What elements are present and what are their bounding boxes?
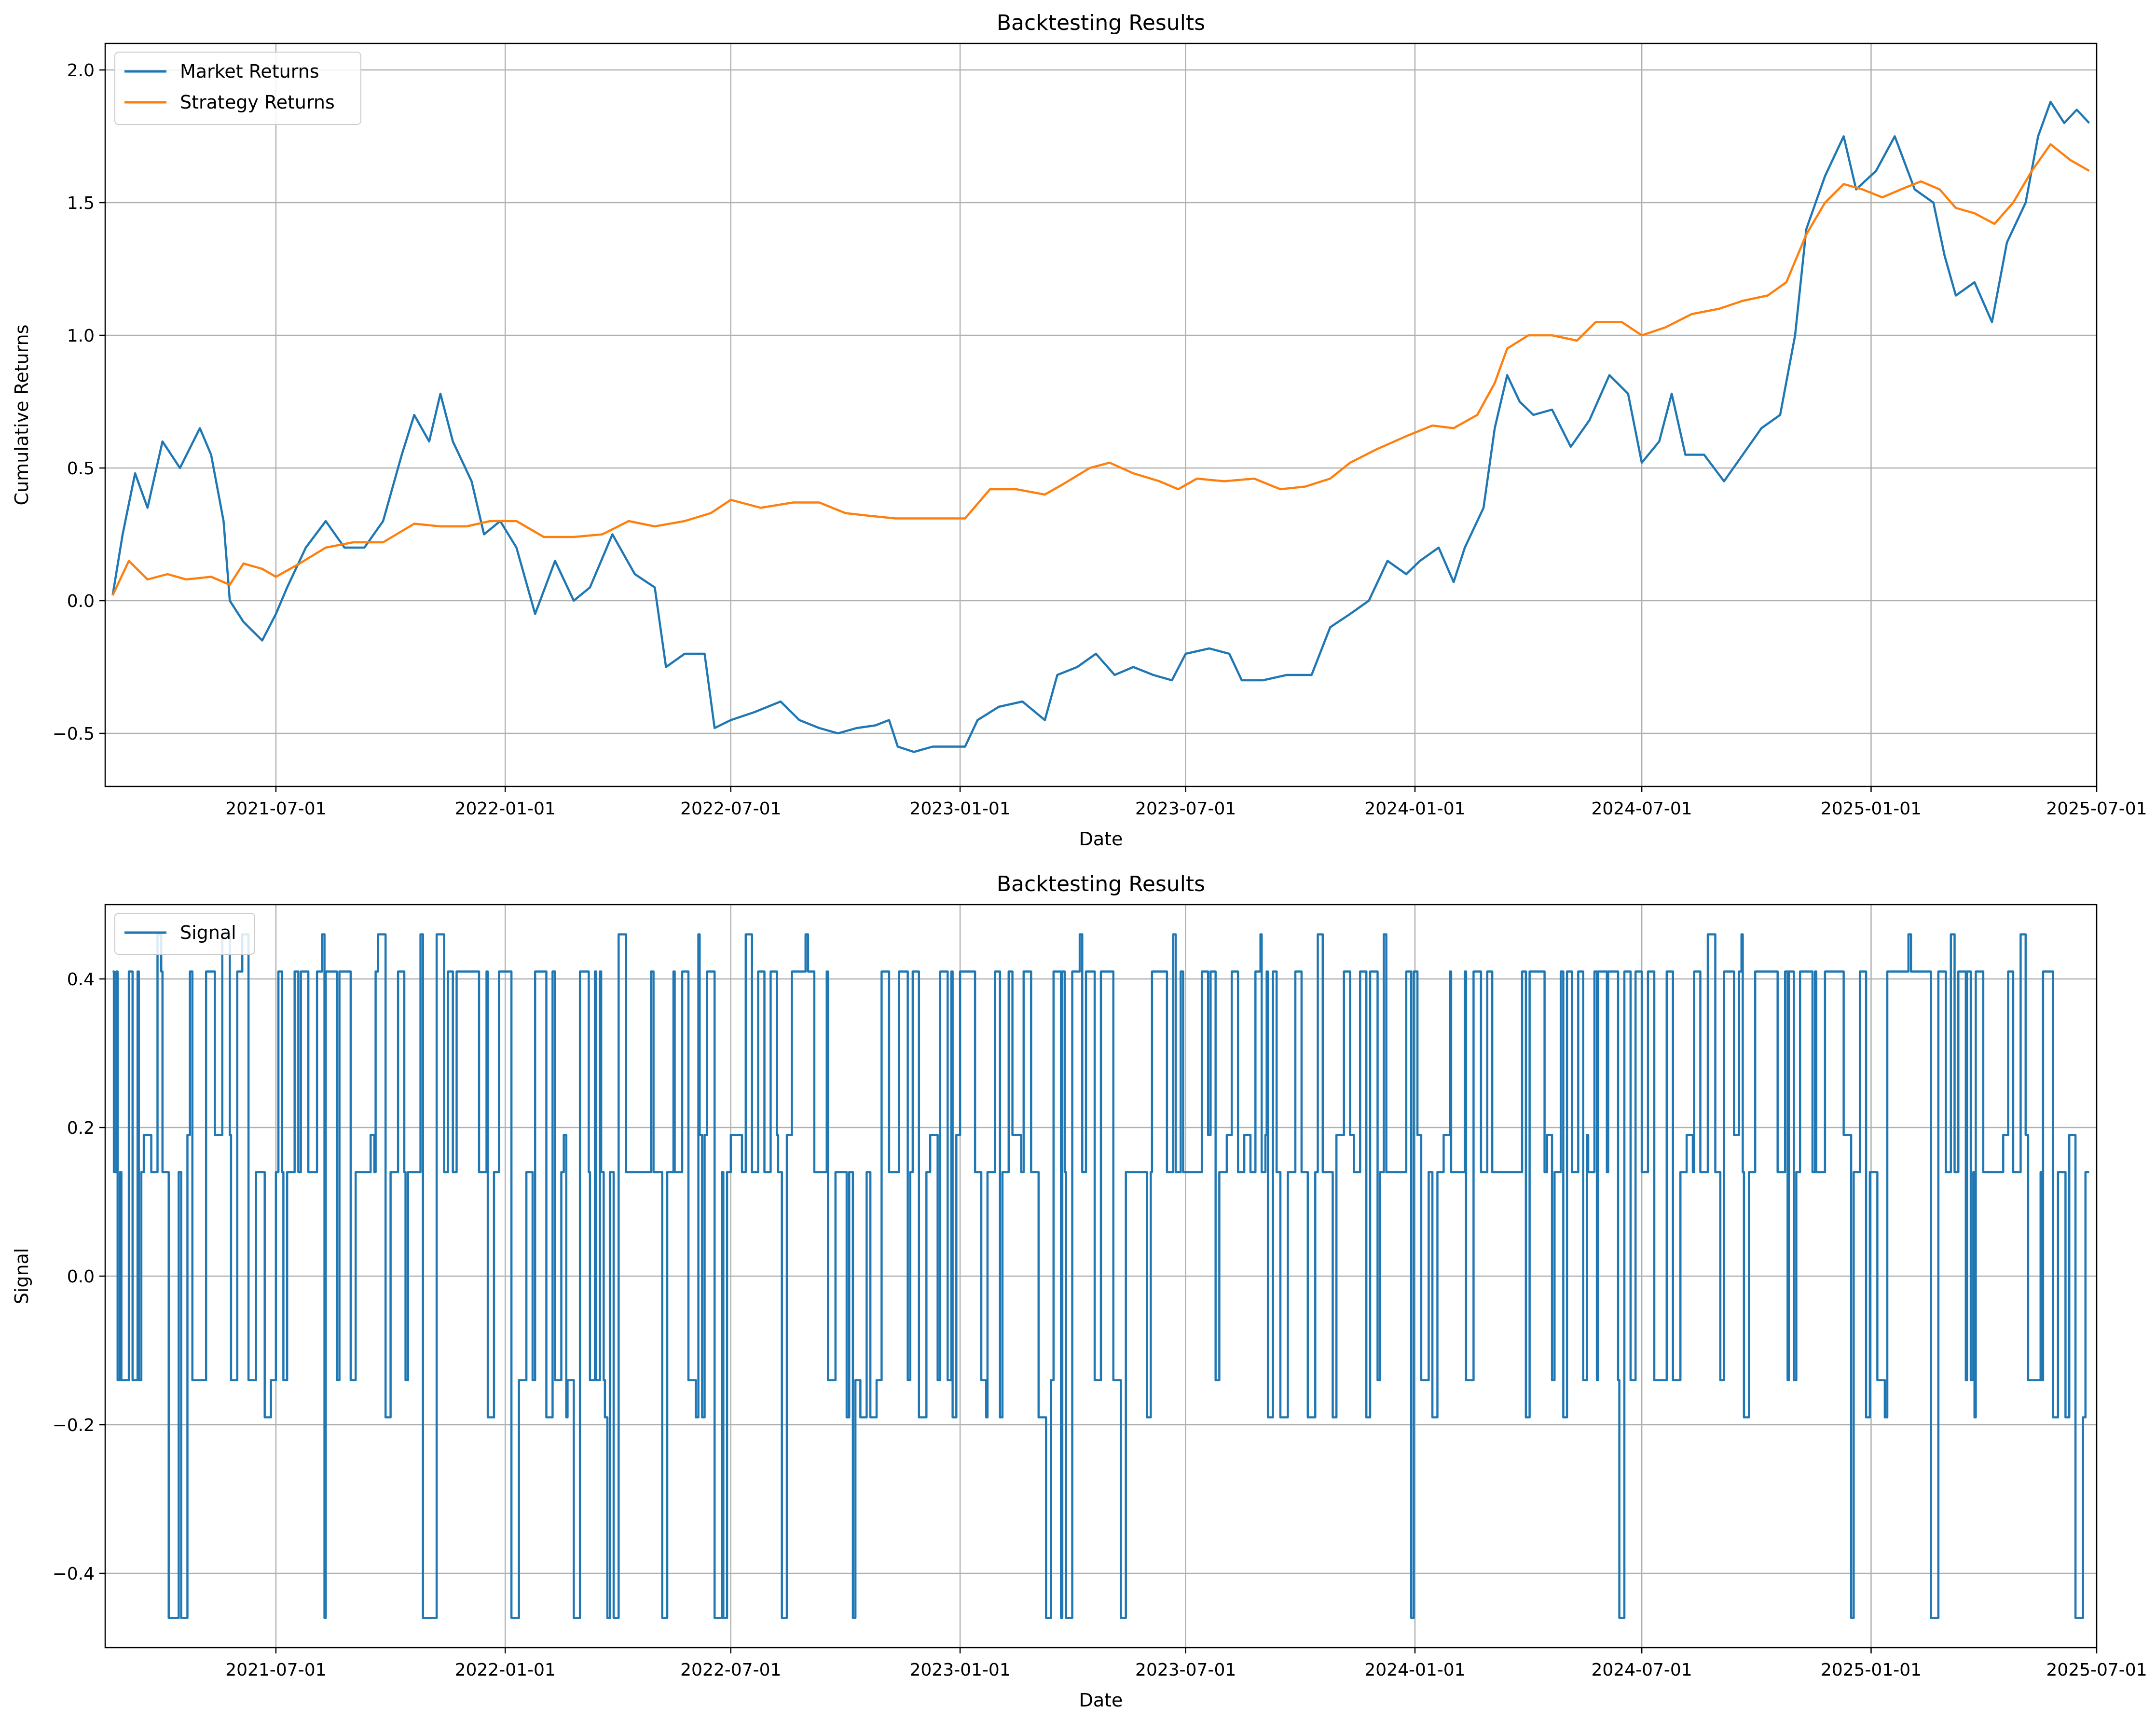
returns-series [111, 100, 2090, 753]
returns-y-axis-label: Cumulative Returns [11, 325, 32, 506]
returns-plot-frame [104, 42, 2098, 787]
returns-x-axis-label: Date [1079, 828, 1123, 850]
signal-x-tick-label: 2025-01-01 [1821, 1660, 1922, 1680]
signal-x-axis-label: Date [1079, 1690, 1123, 1711]
legend-label-signal: Signal [180, 922, 236, 943]
signal-chart: Backtesting Results 2021-07-01 2022-01-01… [11, 872, 2147, 1711]
returns-y-tick-label: 1.0 [67, 326, 95, 346]
signal-y-axis-label: Signal [11, 1248, 32, 1305]
signal-x-tick-label: 2022-01-01 [455, 1660, 556, 1680]
signal-y-tick-label: 0.2 [67, 1118, 95, 1138]
returns-y-tick-label: 0.0 [67, 592, 95, 611]
signal-x-ticks: 2021-07-01 2022-01-01 2022-07-01 2023-01-01… [225, 1648, 2147, 1680]
returns-y-tick-label: 0.5 [67, 459, 95, 479]
signal-y-tick-label: 0.0 [67, 1267, 95, 1287]
signal-legend-box [114, 913, 255, 955]
returns-x-tick-label: 2025-01-01 [1821, 799, 1922, 819]
returns-y-tick-label: −0.5 [53, 724, 95, 744]
returns-chart-title: Backtesting Results [997, 11, 1205, 35]
signal-legend: Signal [114, 913, 255, 955]
signal-x-tick-label: 2024-01-01 [1364, 1660, 1465, 1680]
returns-x-tick-label: 2021-07-01 [225, 799, 326, 819]
returns-x-tick-label: 2022-07-01 [680, 799, 781, 819]
signal-y-tick-label: −0.2 [53, 1416, 95, 1435]
series-line-strategy-returns [111, 143, 2090, 596]
signal-y-ticks: −0.4 −0.2 0.0 0.2 0.4 [53, 970, 105, 1584]
signal-x-tick-label: 2022-07-01 [680, 1660, 781, 1680]
signal-y-tick-label: −0.4 [53, 1564, 95, 1584]
returns-chart: Backtesting Results 2021-07-01 2022-01-01… [11, 11, 2147, 850]
returns-legend: Market Returns Strategy Returns [114, 52, 361, 125]
signal-series [112, 933, 2089, 1619]
series-line-signal [112, 933, 2089, 1619]
returns-legend-box [114, 52, 361, 125]
returns-x-ticks: 2021-07-01 2022-01-01 2022-07-01 2023-01-01… [225, 786, 2147, 819]
signal-chart-title: Backtesting Results [997, 872, 1205, 896]
signal-x-tick-label: 2021-07-01 [225, 1660, 326, 1680]
returns-y-ticks: −0.5 0.0 0.5 1.0 1.5 2.0 [53, 61, 105, 744]
returns-x-tick-label: 2024-07-01 [1592, 799, 1692, 819]
signal-x-tick-label: 2023-07-01 [1135, 1660, 1236, 1680]
series-line-market-returns [111, 100, 2090, 753]
legend-label-strategy-returns: Strategy Returns [180, 92, 335, 113]
returns-grid [105, 43, 2098, 786]
returns-x-tick-label: 2023-07-01 [1135, 799, 1236, 819]
returns-y-tick-label: 2.0 [67, 61, 95, 81]
returns-y-tick-label: 1.5 [67, 193, 95, 213]
legend-label-market-returns: Market Returns [180, 61, 319, 82]
returns-x-tick-label: 2024-01-01 [1364, 799, 1465, 819]
signal-x-tick-label: 2023-01-01 [909, 1660, 1010, 1680]
returns-x-tick-label: 2022-01-01 [455, 799, 556, 819]
returns-x-tick-label: 2023-01-01 [909, 799, 1010, 819]
returns-x-tick-label: 2025-07-01 [2046, 799, 2147, 819]
signal-x-tick-label: 2024-07-01 [1592, 1660, 1692, 1680]
signal-y-tick-label: 0.4 [67, 970, 95, 990]
signal-x-tick-label: 2025-07-01 [2046, 1660, 2147, 1680]
